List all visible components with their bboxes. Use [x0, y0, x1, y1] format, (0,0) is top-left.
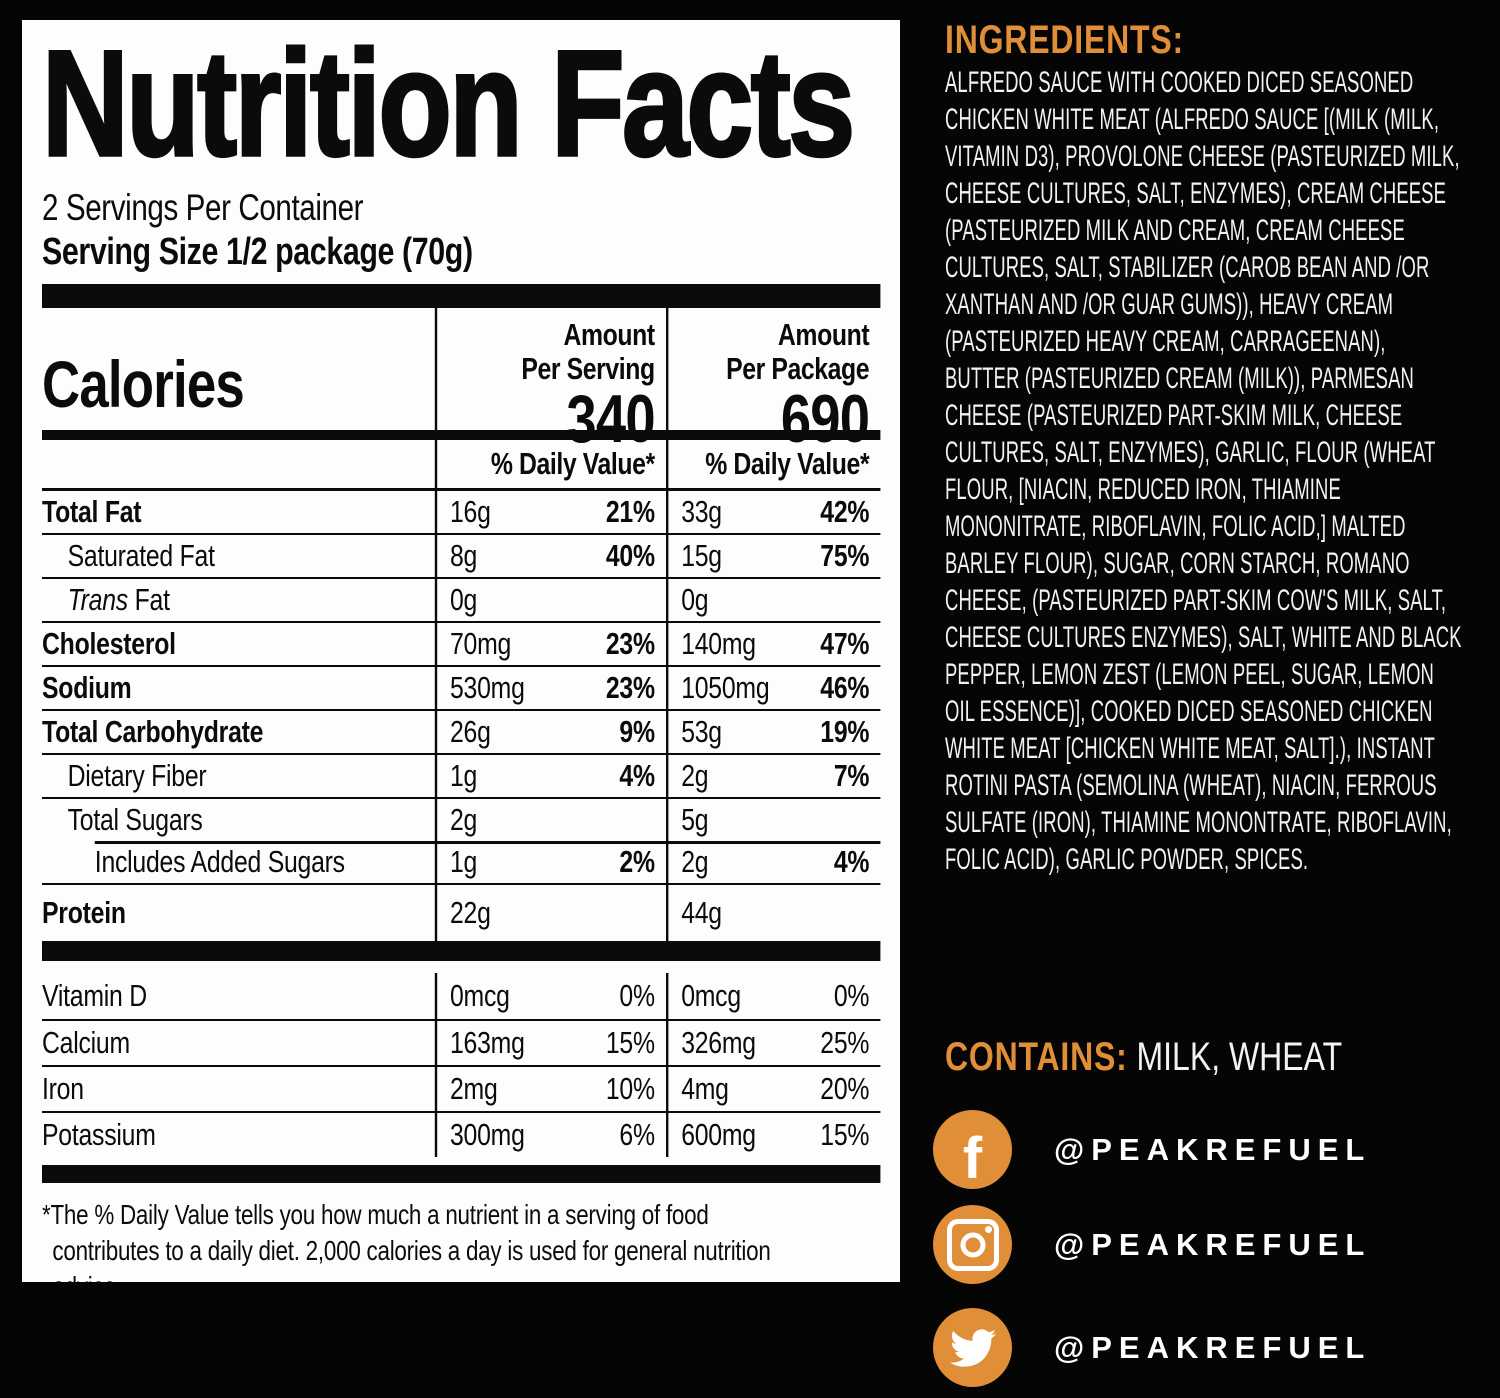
- calories-per-package-value: 690: [780, 381, 870, 457]
- servings-per-container: 2 Servings Per Container: [42, 187, 364, 228]
- instagram-icon[interactable]: [933, 1205, 1012, 1284]
- ingredients-heading: INGREDIENTS:: [945, 18, 1184, 62]
- nutrient-row-calcium: Calcium 163mg 15% 326mg 25%: [42, 1019, 881, 1065]
- divider-thick-middle: [42, 941, 881, 961]
- nutrient-row-protein: Protein 22g 44g: [42, 883, 881, 941]
- daily-value-header-row: % Daily Value* % Daily Value*: [42, 440, 881, 491]
- amount-per-serving-header: Amount Per Serving: [521, 317, 655, 386]
- micronutrients-section: Vitamin D 0mcg 0% 0mcg 0% Calcium 163mg 15%…: [42, 961, 881, 1157]
- daily-value-footnote: *The % Daily Value tells you how much a …: [42, 1199, 771, 1282]
- instagram-handle: @PEAKREFUEL: [1054, 1226, 1372, 1262]
- nutrient-row-potassium: Potassium 300mg 6% 600mg 15%: [42, 1111, 881, 1157]
- nutrient-row-total-carbohydrate: Total Carbohydrate 26g 9% 53g 19%: [42, 709, 881, 753]
- contains-heading: CONTAINS:: [945, 1035, 1128, 1079]
- nutrition-facts-title: Nutrition Facts: [41, 20, 857, 187]
- ingredients-text: ALFREDO SAUCE WITH COOKED DICED SEASONED…: [945, 66, 1462, 876]
- facebook-handle: @PEAKREFUEL: [1054, 1131, 1372, 1167]
- daily-value-header-package: % Daily Value*: [705, 446, 870, 481]
- calories-label: Calories: [42, 347, 245, 421]
- nutrient-row-saturated-fat: Saturated Fat 8g 40% 15g 75%: [42, 533, 881, 577]
- serving-size: Serving Size 1/2 package (70g): [42, 231, 473, 273]
- social-row-twitter[interactable]: @PEAKREFUEL: [933, 1308, 1371, 1387]
- contains-allergens: MILK, WHEAT: [1136, 1035, 1343, 1079]
- twitter-handle: @PEAKREFUEL: [1054, 1329, 1372, 1365]
- nutrition-facts-panel: Nutrition Facts 2 Servings Per Container…: [22, 20, 900, 1282]
- facebook-icon[interactable]: f: [933, 1110, 1012, 1189]
- daily-value-header-serving: % Daily Value*: [490, 446, 655, 481]
- nutrient-row-trans-fat: Trans Fat 0g 0g: [42, 577, 881, 621]
- twitter-icon[interactable]: [933, 1308, 1012, 1387]
- nutrient-row-sodium: Sodium 530mg 23% 1050mg 46%: [42, 665, 881, 709]
- divider-thick-top: [42, 284, 881, 308]
- nutrient-row-vitamin-d: Vitamin D 0mcg 0% 0mcg 0%: [42, 973, 880, 1019]
- nutrient-row-total-fat: Total Fat 16g 21% 33g 42%: [42, 491, 880, 533]
- nutrient-row-dietary-fiber: Dietary Fiber 1g 4% 2g 7%: [42, 753, 881, 797]
- nutrient-row-added-sugars: Includes Added Sugars 1g 2% 2g 4%: [42, 841, 881, 883]
- divider-medium: [42, 430, 881, 440]
- calories-per-serving-value: 340: [566, 381, 655, 457]
- calories-row: Calories Amount Per Serving 340 Amount P…: [42, 308, 880, 453]
- nutrient-row-total-sugars: Total Sugars 2g 5g: [42, 797, 881, 841]
- social-row-facebook[interactable]: f @PEAKREFUEL: [933, 1110, 1371, 1189]
- contains-line: CONTAINS: MILK, WHEAT: [945, 1035, 1500, 1080]
- social-row-instagram[interactable]: @PEAKREFUEL: [933, 1205, 1371, 1284]
- divider-thick-bottom: [42, 1165, 881, 1183]
- nutrient-row-cholesterol: Cholesterol 70mg 23% 140mg 47%: [42, 621, 881, 665]
- nutrient-row-iron: Iron 2mg 10% 4mg 20%: [42, 1065, 881, 1111]
- amount-per-package-header: Amount Per Package: [726, 317, 870, 386]
